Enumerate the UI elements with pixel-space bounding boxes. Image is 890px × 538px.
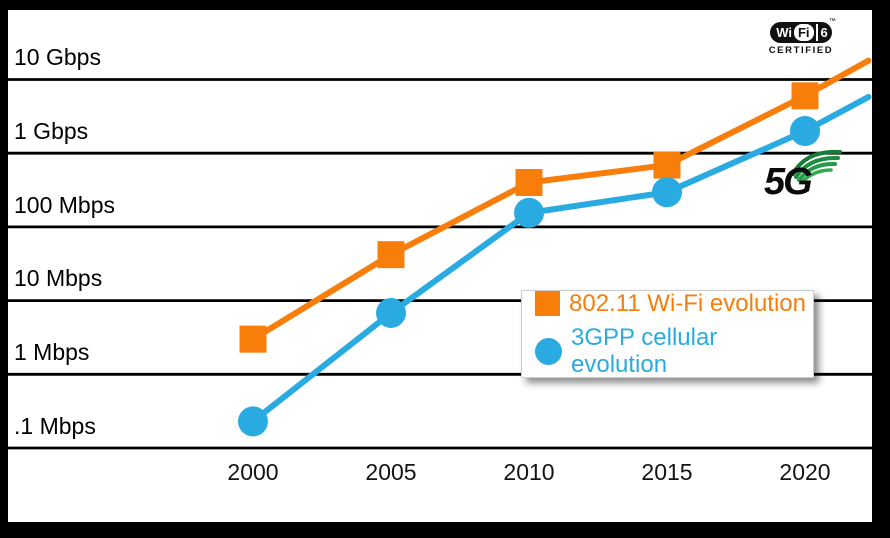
cellular-marker-2015 — [652, 177, 682, 208]
plot-area — [8, 10, 872, 522]
trademark-symbol: ™ — [828, 18, 836, 25]
y-tick-label-01mbps: .1 Mbps — [14, 413, 96, 439]
cellular-marker-2010 — [514, 197, 544, 228]
legend: 802.11 Wi-Fi evolution 3GPP cellular evo… — [521, 290, 814, 378]
cellular-marker-2000 — [238, 406, 268, 437]
cellular-marker-2020 — [790, 116, 820, 147]
legend-item-wifi: 802.11 Wi-Fi evolution — [535, 290, 813, 317]
wifi6-wi-text: Wi — [776, 25, 792, 40]
x-tick-label-2005: 2005 — [365, 459, 417, 485]
wifi-marker-2000 — [239, 325, 267, 353]
y-tick-label-10mbps: 10 Mbps — [14, 265, 103, 291]
fiveg-waves-icon — [791, 149, 842, 183]
y-tick-label-1gbps: 1 Gbps — [14, 118, 89, 144]
wifi-marker-2010 — [515, 169, 543, 197]
x-tick-label-2015: 2015 — [641, 459, 693, 485]
y-tick-label-100mbps: 100 Mbps — [14, 192, 116, 218]
x-tick-label-2000: 2000 — [227, 459, 279, 485]
x-tick-label-2020: 2020 — [779, 459, 831, 485]
cellular-circle-swatch-icon — [535, 337, 562, 365]
wifi-square-swatch-icon — [535, 291, 560, 316]
cellular-marker-2005 — [376, 297, 406, 328]
fiveg-label: 5G — [764, 161, 813, 203]
wifi-marker-2020 — [791, 82, 819, 110]
wifi6-six-text: 6 — [815, 24, 828, 41]
wifi-marker-2015 — [653, 151, 681, 179]
wifi6-certified-text: CERTIFIED — [768, 45, 834, 56]
legend-label-cellular: 3GPP cellular evolution — [571, 324, 718, 378]
wifi-marker-2005 — [377, 241, 405, 269]
legend-label-wifi: 802.11 Wi-Fi evolution — [569, 290, 806, 317]
legend-item-cellular: 3GPP cellular evolution — [535, 324, 813, 378]
wifi6-certified-logo: Wi Fi 6 ™ CERTIFIED — [764, 18, 838, 56]
fiveg-logo: 5G — [758, 149, 848, 211]
wifi6-pill-icon: Wi Fi 6 ™ — [770, 18, 836, 43]
y-tick-label-1mbps: 1 Mbps — [14, 339, 90, 365]
y-tick-label-10gbps: 10 Gbps — [14, 44, 101, 70]
x-tick-label-2010: 2010 — [503, 459, 555, 485]
wifi6-fi-text: Fi — [793, 24, 814, 41]
